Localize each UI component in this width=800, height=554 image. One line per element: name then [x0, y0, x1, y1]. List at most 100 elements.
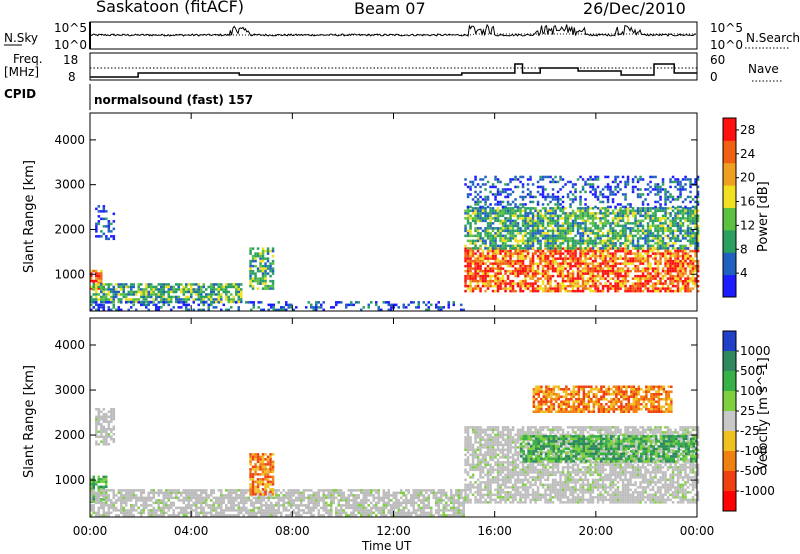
scatter-cell [644, 257, 647, 260]
scatter-cell [180, 290, 183, 294]
scatter-cell [251, 284, 255, 288]
scatter-cell [484, 274, 487, 278]
scatter-cell [601, 212, 605, 215]
scatter-cell [489, 222, 492, 225]
scatter-cell [686, 207, 690, 210]
scatter-cell [631, 214, 635, 218]
scatter-cell [541, 254, 545, 258]
scatter-cell [261, 249, 265, 253]
scatter-cell [601, 289, 605, 293]
scatter-cell [519, 259, 522, 263]
scatter-cell [494, 289, 497, 293]
scatter-cell [117, 293, 120, 296]
scatter-cell [425, 496, 428, 500]
scatter-cell [337, 501, 340, 505]
scatter-cell [531, 242, 535, 245]
scatter-cell [132, 496, 135, 500]
scatter-cell [606, 222, 610, 225]
scatter-cell [357, 504, 360, 507]
scatter-cell [182, 301, 185, 304]
scatter-cell [606, 175, 610, 179]
scatter-cell [571, 282, 575, 285]
scatter-cell [300, 491, 303, 495]
scatter-cell [526, 214, 530, 218]
scatter-cell [569, 227, 572, 230]
scatter-cell [604, 284, 607, 288]
scatter-cell [107, 499, 110, 502]
scatter-cell [210, 506, 213, 510]
scatter-cell [110, 222, 113, 226]
scatter-cell [261, 269, 265, 273]
scatter-cell [250, 511, 253, 515]
scatter-cell [232, 295, 235, 299]
scatter-cell [616, 269, 620, 273]
scatter-cell [122, 496, 125, 500]
scatter-cell [107, 222, 111, 226]
scatter-cell [110, 298, 113, 301]
scatter-cell [606, 247, 610, 250]
scatter-cell [187, 499, 190, 502]
scatter-cell [227, 491, 230, 495]
scatter-cell [581, 262, 585, 265]
scatter-cell [646, 252, 650, 255]
scatter-cell [481, 284, 485, 288]
scatter-cell [564, 234, 567, 238]
scatter-cell [95, 230, 98, 233]
scatter-cell [531, 282, 535, 285]
scatter-cell [696, 227, 700, 230]
scatter-cell [140, 511, 143, 515]
scatter-cell [501, 229, 505, 233]
scatter-cell [666, 277, 670, 280]
scatter-cell [140, 496, 143, 500]
scatter-cell [654, 269, 657, 273]
scatter-cell [536, 227, 540, 230]
scatter-cell [576, 209, 580, 213]
scatter-cell [656, 247, 660, 250]
scatter-cell [674, 217, 677, 220]
scatter-cell [681, 264, 685, 268]
scatter-cell [200, 295, 203, 299]
scatter-cell [511, 272, 515, 275]
scatter-cell [506, 212, 510, 215]
scatter-cell [664, 217, 667, 220]
scatter-cell [200, 506, 203, 510]
scatter-cell [544, 272, 547, 275]
scatter-cell [237, 496, 240, 500]
scatter-cell [412, 496, 415, 500]
scatter-cell [220, 506, 223, 510]
scatter-cell [619, 274, 622, 278]
scatter-cell [137, 499, 140, 502]
scatter-cell [464, 217, 467, 220]
scatter-cell [330, 491, 333, 495]
scatter-cell [666, 242, 670, 245]
scatter-cell [312, 494, 315, 497]
scatter-cell [661, 229, 665, 233]
scatter-cell [684, 219, 687, 223]
scatter-cell [544, 207, 547, 210]
scatter-cell [649, 232, 652, 235]
scatter-cell [250, 504, 253, 507]
scatter-cell [197, 293, 200, 296]
scatter-cell [614, 237, 617, 240]
scatter-cell [412, 301, 415, 304]
scatter-cell [102, 489, 105, 492]
scatter-cell [579, 224, 582, 228]
scatter-cell [531, 239, 535, 243]
scatter-cell [579, 207, 582, 210]
scatter-cell [312, 509, 315, 512]
scatter-cell [641, 178, 645, 181]
scatter-cell [327, 504, 330, 507]
scatter-cell [430, 303, 433, 307]
scatter-cell [165, 491, 168, 495]
scatter-cell [576, 224, 580, 228]
scatter-cell [120, 491, 123, 495]
scatter-cell [167, 509, 170, 512]
scatter-cell [616, 203, 620, 206]
scatter-cell [145, 288, 148, 291]
scatter-cell [654, 209, 657, 213]
scatter-cell [674, 279, 677, 283]
scatter-cell [292, 489, 295, 492]
scatter-cell [237, 308, 240, 312]
scatter-cell [280, 499, 283, 502]
scatter-cell [195, 283, 198, 286]
